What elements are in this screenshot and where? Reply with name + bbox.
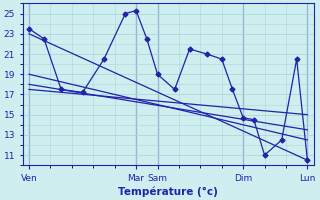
X-axis label: Température (°c): Température (°c): [118, 186, 218, 197]
